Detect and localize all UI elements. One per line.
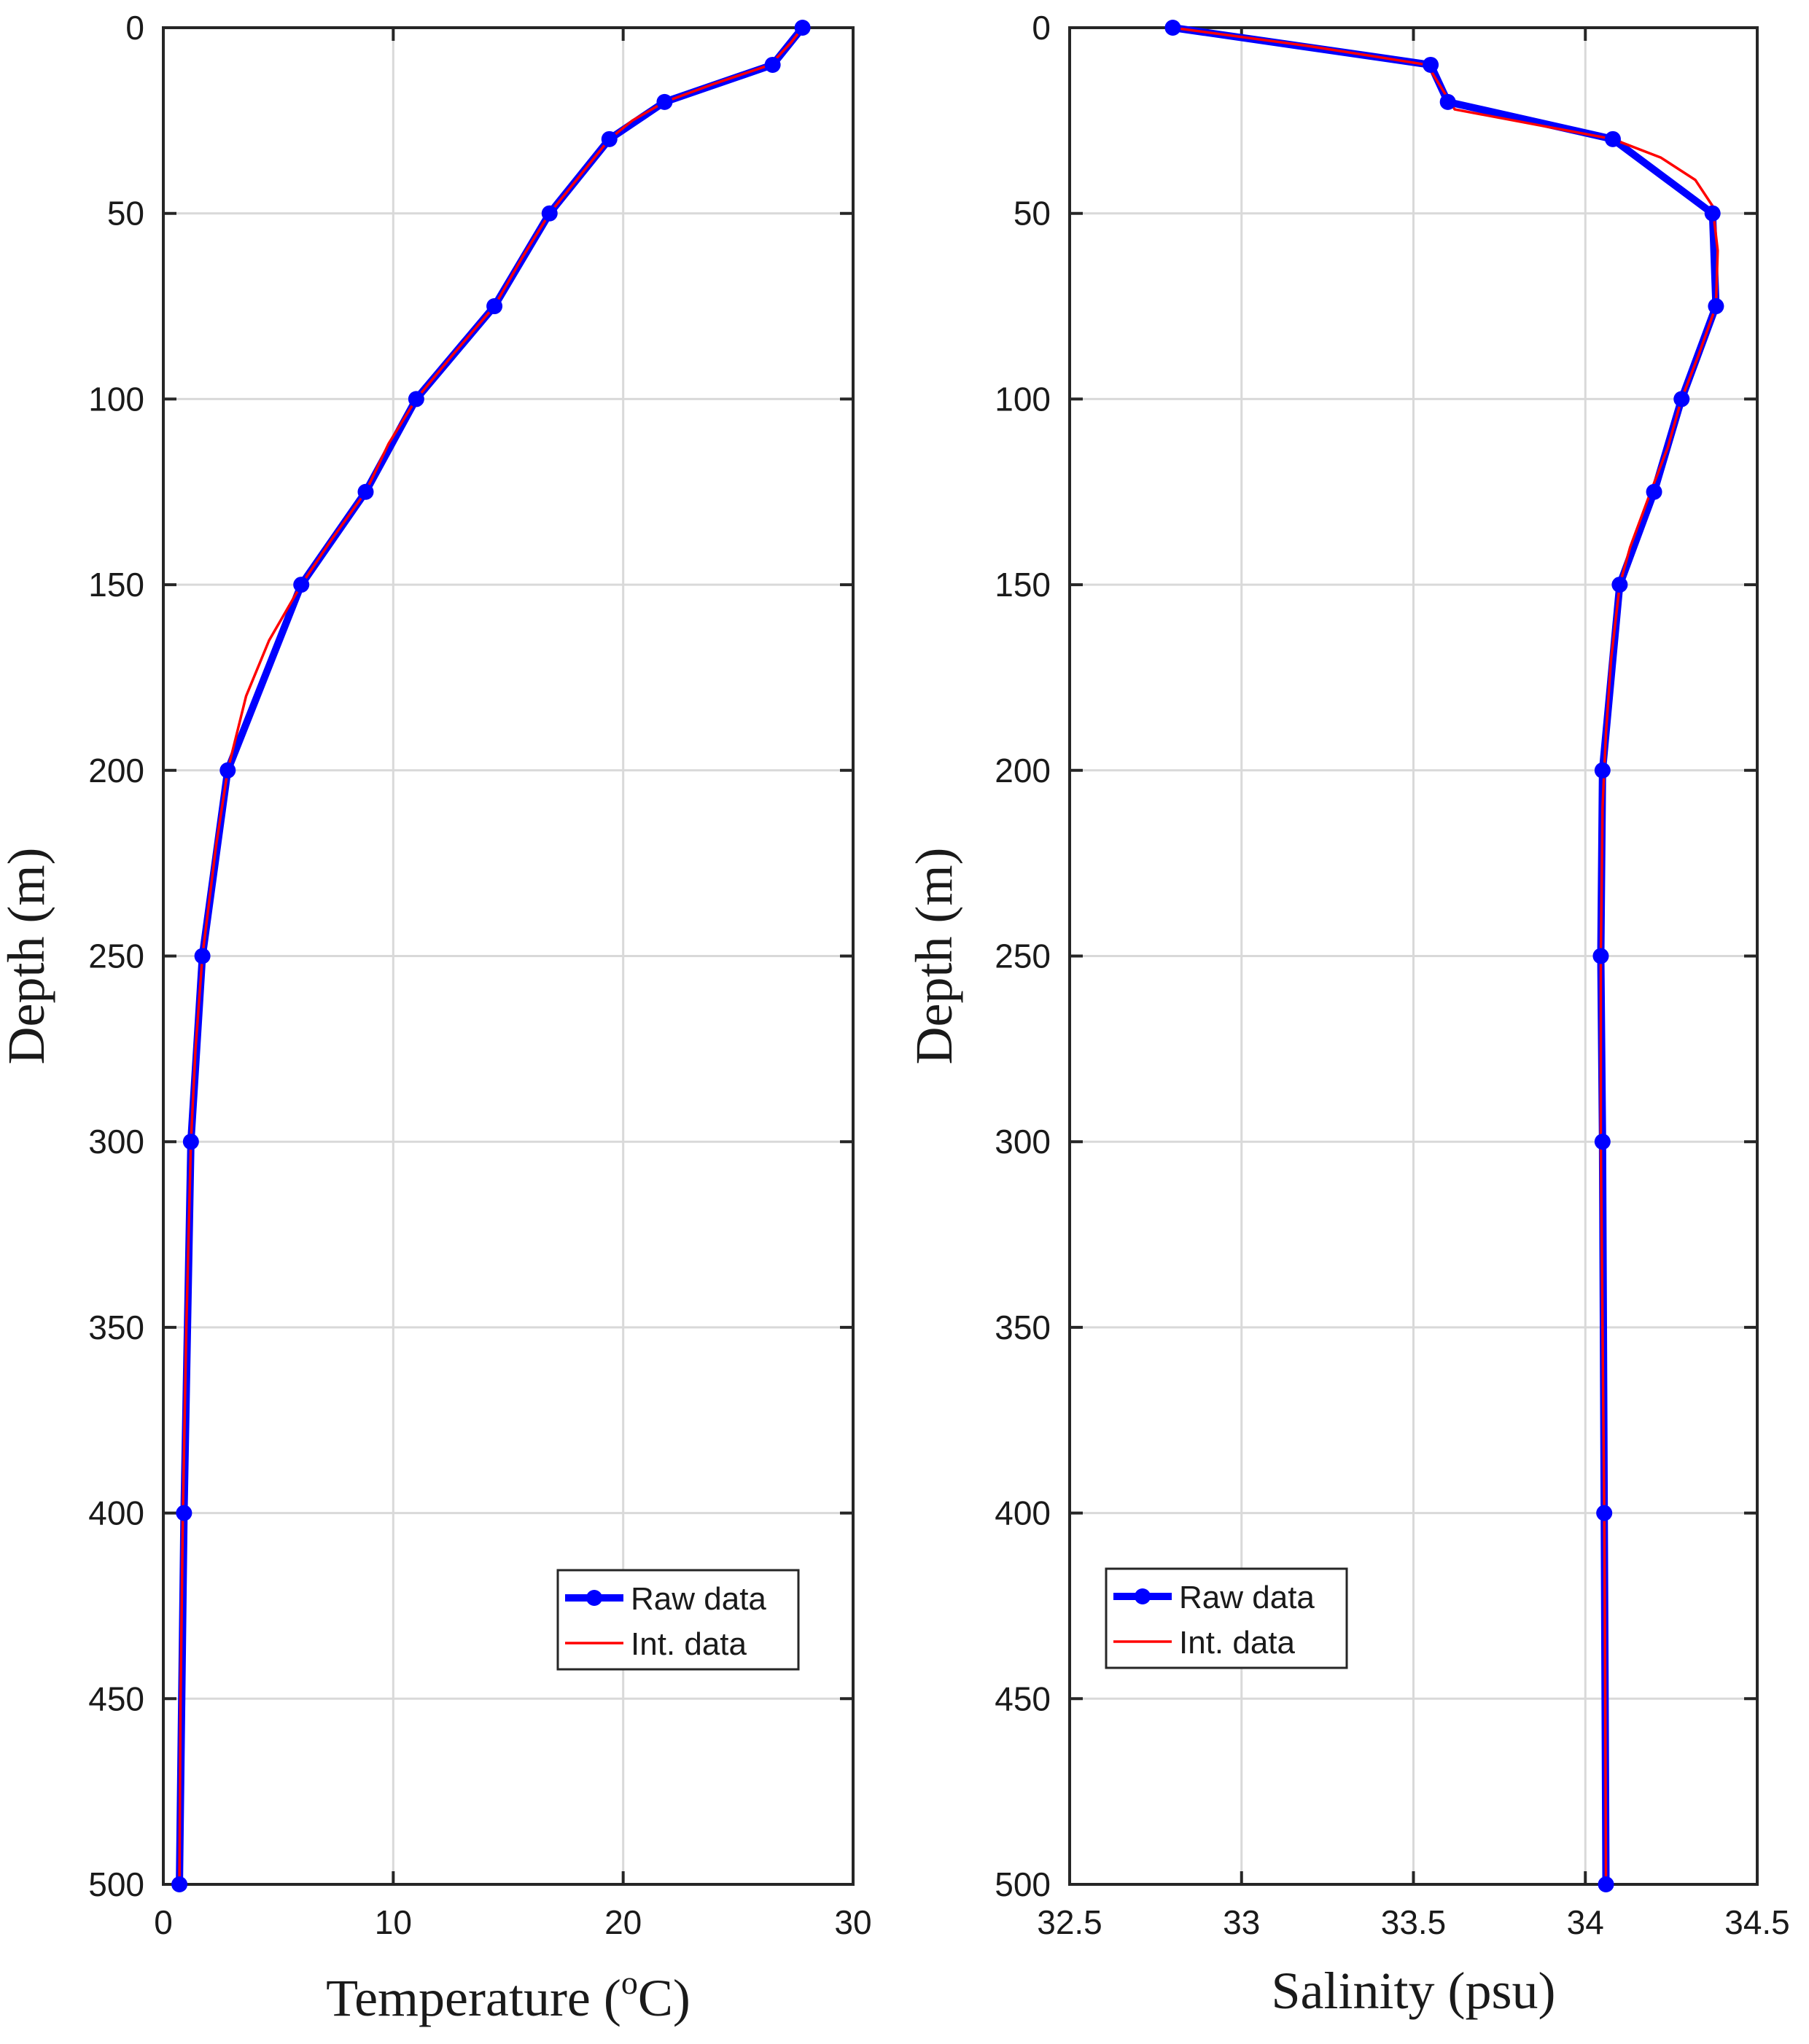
y-tick-label: 150: [88, 566, 144, 604]
plot-area-frame: [1068, 26, 1759, 1886]
raw-data-point: [182, 1134, 199, 1150]
raw-data-point: [1611, 577, 1628, 593]
raw-data-point: [1439, 93, 1456, 110]
raw-data-point: [176, 1505, 192, 1521]
x-tick-label: 0: [154, 1903, 173, 1941]
x-tick-label: 34: [1567, 1903, 1604, 1941]
raw-data-point: [1164, 20, 1181, 36]
y-tick-label: 300: [995, 1123, 1051, 1161]
x-axis-label-superscript: o: [621, 1964, 638, 2001]
raw-data-point: [601, 130, 618, 147]
y-tick-label: 200: [995, 752, 1051, 789]
y-tick-label: 300: [88, 1123, 144, 1161]
x-axis-label-main: Temperature (: [326, 1969, 621, 2027]
x-tick-label: 33.5: [1381, 1903, 1447, 1941]
x-tick-label: 32.5: [1037, 1903, 1102, 1941]
x-tick-label: 30: [834, 1903, 871, 1941]
legend-label-int-data: Int. data: [631, 1626, 747, 1662]
legend-label-raw-data: Raw data: [631, 1581, 766, 1617]
legend: Raw data Int. data: [556, 1569, 800, 1671]
y-tick-label: 350: [88, 1308, 144, 1346]
y-tick-label: 100: [88, 380, 144, 418]
y-tick-label: 0: [125, 9, 144, 47]
raw-data-point: [1594, 1134, 1611, 1150]
y-axis-label: Depth (m): [905, 848, 963, 1065]
y-tick-label: 0: [1032, 9, 1051, 47]
raw-data-point: [1673, 391, 1690, 407]
legend-marker-raw-data: [586, 1590, 602, 1606]
raw-data-point: [357, 483, 374, 500]
y-axis-label: Depth (m): [0, 848, 55, 1065]
y-tick-label: 500: [995, 1865, 1051, 1903]
x-axis-label-unit: C): [638, 1969, 690, 2027]
y-tick-label: 150: [995, 566, 1051, 604]
y-tick-label: 400: [995, 1494, 1051, 1532]
y-tick-label: 250: [995, 937, 1051, 975]
x-tick-label: 10: [375, 1903, 412, 1941]
y-tick-label: 250: [88, 937, 144, 975]
raw-data-point: [1704, 205, 1721, 222]
y-tick-label: 450: [88, 1680, 144, 1717]
y-tick-label: 350: [995, 1308, 1051, 1346]
raw-data-point: [1594, 762, 1611, 779]
raw-data-point: [1708, 298, 1724, 315]
raw-data-point: [171, 1876, 188, 1892]
raw-data-point: [764, 56, 781, 73]
y-tick-label: 200: [88, 752, 144, 789]
raw-data-point: [219, 762, 236, 779]
y-tick-label: 450: [995, 1680, 1051, 1717]
raw-data-point: [1592, 948, 1609, 964]
legend-marker-raw-data: [1135, 1588, 1151, 1604]
raw-data-point: [194, 948, 211, 964]
temperature-chart-panel: 0 50 100 150 200 250 300 350 400 450 500 0 10 20 30 Dep…: [0, 9, 872, 2027]
y-tick-label: 100: [995, 380, 1051, 418]
raw-data-point: [1598, 1876, 1614, 1892]
legend-box: [556, 1569, 800, 1671]
y-tick-label: 50: [1014, 195, 1051, 233]
legend: Raw data Int. data: [1105, 1567, 1348, 1669]
y-tick-label: 50: [107, 195, 144, 233]
y-tick-label: 400: [88, 1494, 144, 1532]
x-tick-label: 20: [604, 1903, 642, 1941]
raw-data-point: [541, 205, 558, 222]
x-tick-label: 34.5: [1724, 1903, 1790, 1941]
x-axis-label: Temperature (oC): [326, 1964, 690, 2027]
raw-data-point: [408, 391, 424, 407]
raw-data-point: [794, 20, 811, 36]
raw-data-point: [1604, 130, 1621, 147]
legend-label-int-data: Int. data: [1179, 1625, 1296, 1661]
x-axis-label: Salinity (psu): [1272, 1962, 1556, 2020]
x-tick-label: 33: [1223, 1903, 1260, 1941]
plot-area-frame: [162, 26, 855, 1886]
legend-box: [1105, 1567, 1348, 1669]
series-line-int-data: [178, 26, 804, 1885]
y-tick-label: 500: [88, 1865, 144, 1903]
raw-data-point: [1596, 1505, 1613, 1521]
raw-data-point: [486, 298, 503, 315]
raw-data-point: [293, 577, 310, 593]
raw-data-point: [1423, 56, 1439, 73]
legend-label-raw-data: Raw data: [1179, 1580, 1315, 1615]
raw-data-point: [656, 93, 673, 110]
raw-data-point: [1646, 483, 1662, 500]
